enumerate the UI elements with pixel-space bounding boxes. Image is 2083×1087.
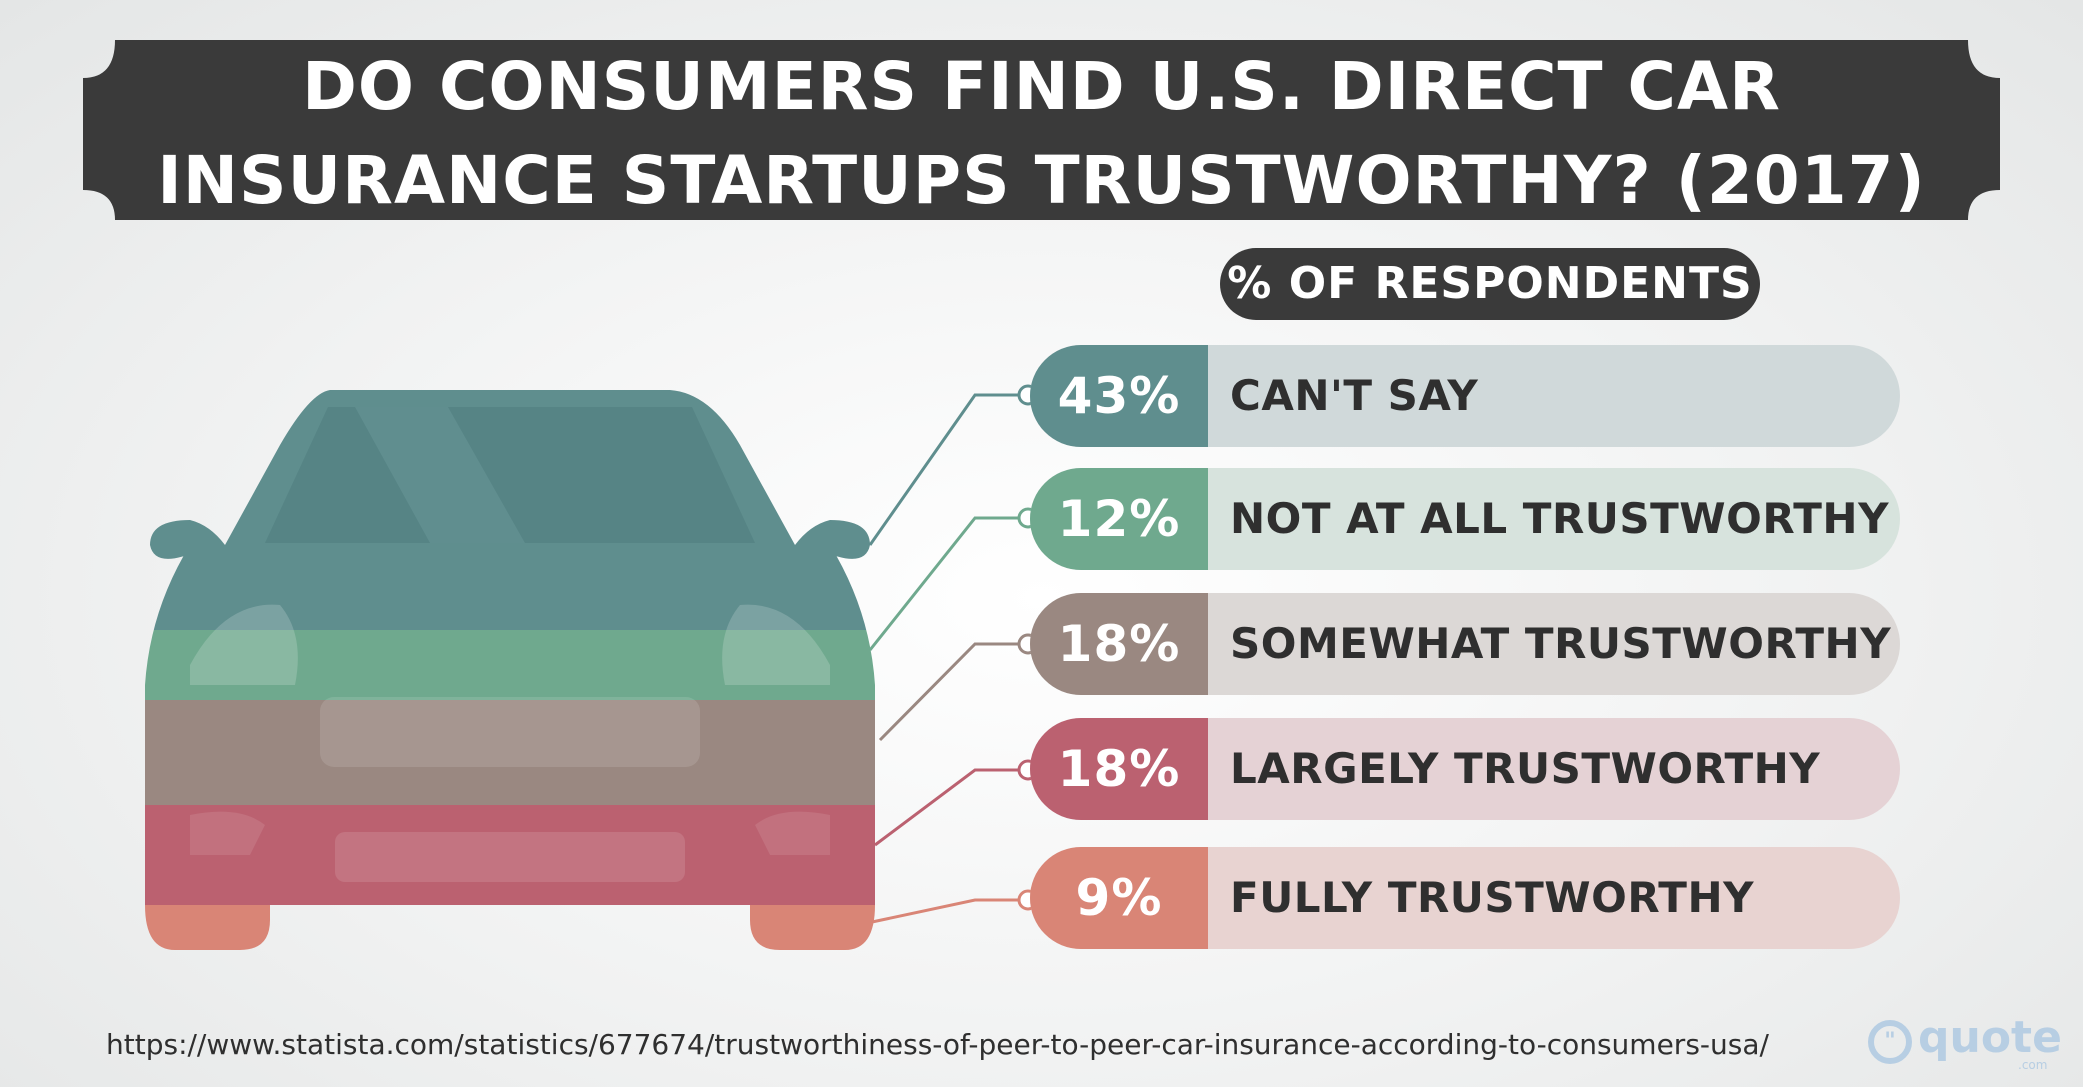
row-somewhat-trustworthy: 18% SOMEWHAT TRUSTWORTHY <box>1030 593 1900 695</box>
car-illustration <box>145 390 875 950</box>
brand-name: quote <box>1918 1012 2062 1063</box>
value-label-somewhat-trustworthy: 18% <box>1030 593 1208 695</box>
connector-cant-say <box>868 393 1028 546</box>
category-label-largely-trustworthy: LARGELY TRUSTWORTHY <box>1230 744 1821 793</box>
page-title-line-1: DO CONSUMERS FIND U.S. DIRECT CAR <box>302 48 1781 125</box>
category-label-somewhat-trustworthy: SOMEWHAT TRUSTWORTHY <box>1230 619 1892 668</box>
row-fully-trustworthy: 9% FULLY TRUSTWORTHY <box>1030 847 1900 949</box>
value-label-fully-trustworthy: 9% <box>1030 847 1208 949</box>
category-label-fully-trustworthy: FULLY TRUSTWORTHY <box>1230 873 1755 922</box>
category-label-not-at-all-trustworthy: NOT AT ALL TRUSTWORTHY <box>1230 494 1889 543</box>
value-label-largely-trustworthy: 18% <box>1030 718 1208 820</box>
page-title-line-2: INSURANCE STARTUPS TRUSTWORTHY? (2017) <box>157 142 1926 219</box>
value-label-cant-say: 43% <box>1030 345 1208 447</box>
car-band-not-at-all <box>145 630 875 700</box>
row-cant-say: 43% CAN'T SAY <box>1030 345 1900 447</box>
car-band-somewhat <box>145 700 875 805</box>
title-banner <box>83 40 2000 220</box>
car-band-largely <box>145 805 875 905</box>
connector-not-at-all-trustworthy <box>868 516 1028 651</box>
brand-suffix: .com <box>2018 1058 2048 1072</box>
connector-fully-trustworthy <box>871 898 1028 924</box>
quote-logo-icon: " <box>1868 1020 1912 1064</box>
row-not-at-all-trustworthy: 12% NOT AT ALL TRUSTWORTHY <box>1030 468 1900 570</box>
respondents-unit-label: % OF RESPONDENTS <box>1220 248 1760 320</box>
connector-largely-trustworthy <box>874 768 1028 847</box>
brand-logo: " quote .com <box>1868 1012 2062 1072</box>
source-link[interactable]: https://www.statista.com/statistics/6776… <box>106 1028 1769 1061</box>
category-label-cant-say: CAN'T SAY <box>1230 371 1479 420</box>
value-label-not-at-all-trustworthy: 12% <box>1030 468 1208 570</box>
connector-somewhat-trustworthy <box>878 642 1028 742</box>
row-largely-trustworthy: 18% LARGELY TRUSTWORTHY <box>1030 718 1900 820</box>
